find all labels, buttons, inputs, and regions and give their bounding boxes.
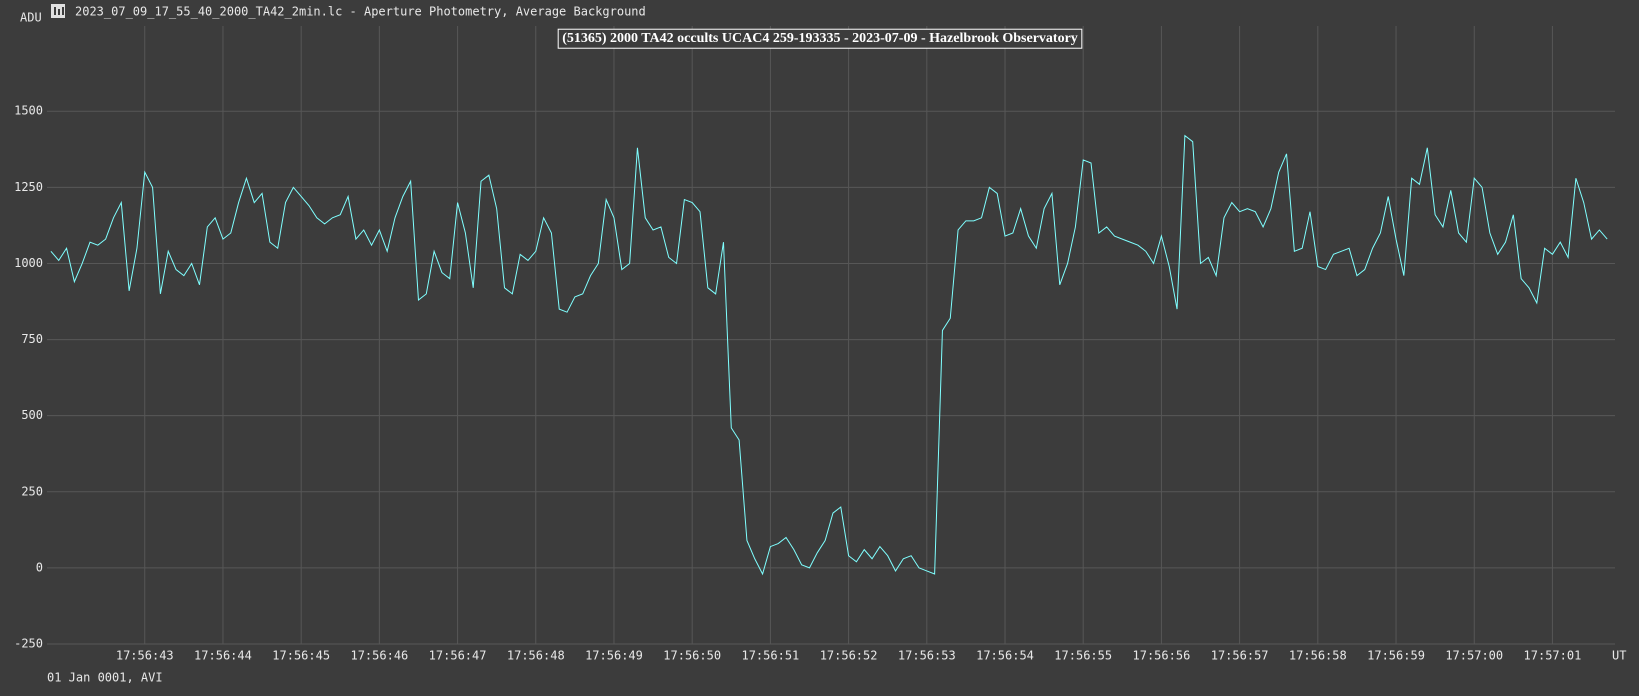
window-title: 2023_07_09_17_55_40_2000_TA42_2min.lc - … — [75, 5, 646, 19]
x-tick-label: 17:57:00 — [1445, 649, 1503, 663]
x-tick-label: 17:56:56 — [1133, 649, 1191, 663]
x-tick-label: 17:56:57 — [1211, 649, 1269, 663]
x-tick-label: 17:56:47 — [429, 649, 487, 663]
x-tick-label: 17:56:44 — [194, 649, 252, 663]
x-tick-label: 17:56:46 — [350, 649, 408, 663]
data-line — [50, 134, 1608, 576]
x-tick-label: 17:56:49 — [585, 649, 643, 663]
window-icon — [51, 4, 65, 18]
y-tick-label: 750 — [21, 332, 43, 346]
chart-title: (51365) 2000 TA42 occults UCAC4 259-1933… — [562, 31, 1078, 46]
x-tick-label: 17:57:01 — [1524, 649, 1582, 663]
x-axis-label: UT — [1612, 649, 1626, 663]
y-tick-label: -250 — [14, 637, 43, 651]
x-tick-label: 17:56:43 — [116, 649, 174, 663]
y-axis-label: ADU — [20, 11, 42, 25]
x-tick-label: 17:56:55 — [1054, 649, 1112, 663]
x-tick-label: 17:56:50 — [663, 649, 721, 663]
y-tick-label: 500 — [21, 408, 43, 422]
y-tick-label: 1250 — [14, 180, 43, 194]
x-tick-label: 17:56:52 — [820, 649, 878, 663]
x-tick-label: 17:56:51 — [741, 649, 799, 663]
x-tick-label: 17:56:54 — [976, 649, 1034, 663]
y-tick-label: 250 — [21, 484, 43, 498]
y-tick-label: 1000 — [14, 256, 43, 270]
x-tick-label: 17:56:48 — [507, 649, 565, 663]
x-tick-label: 17:56:45 — [272, 649, 330, 663]
x-tick-label: 17:56:59 — [1367, 649, 1425, 663]
x-tick-label: 17:56:53 — [898, 649, 956, 663]
y-tick-label: 0 — [36, 560, 43, 574]
footer: 01 Jan 0001, AVI — [47, 671, 163, 685]
x-tick-label: 17:56:58 — [1289, 649, 1347, 663]
title-box — [557, 28, 1083, 49]
y-tick-label: 1500 — [14, 104, 43, 118]
